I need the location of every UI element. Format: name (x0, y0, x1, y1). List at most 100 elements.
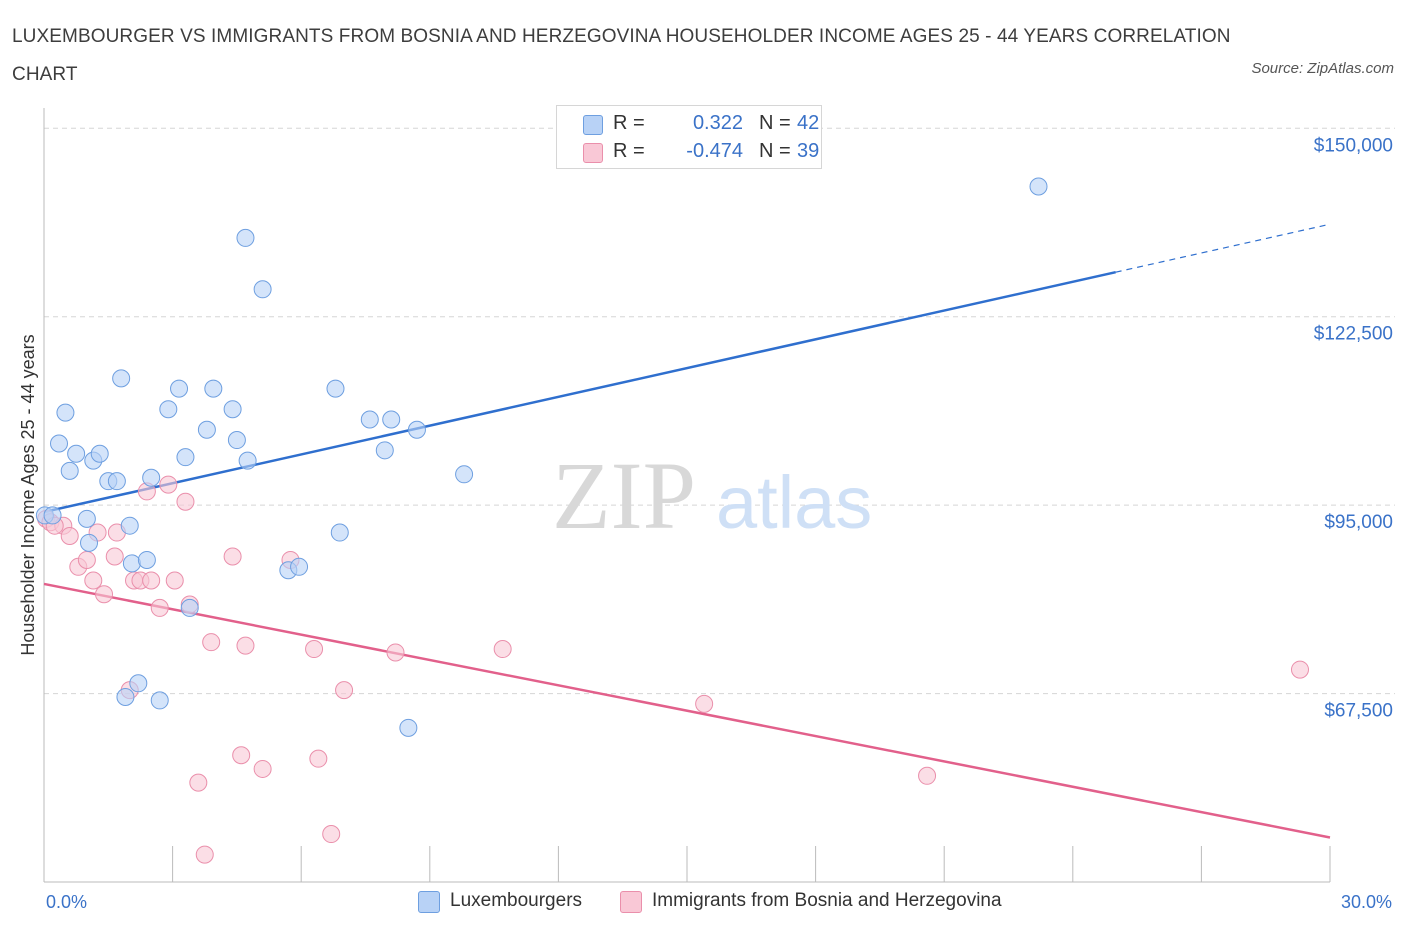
data-point-bosnia (305, 640, 324, 659)
data-point-luxembourgers (120, 516, 139, 535)
data-point-luxembourgers (1029, 177, 1048, 196)
legend-swatch-blue (418, 891, 440, 913)
watermark-zip: ZIP (552, 442, 696, 549)
legend-r-value: 0.322 (692, 112, 743, 134)
data-point-luxembourgers (122, 554, 141, 573)
legend-swatch-pink (583, 143, 603, 163)
data-point-luxembourgers (382, 410, 401, 429)
trendline-bosnia (43, 582, 1331, 839)
data-point-luxembourgers (116, 687, 135, 706)
source-label: Source: ZipAtlas.com (1251, 60, 1394, 77)
x-tick-label-min: 0.0% (46, 892, 87, 912)
data-point-luxembourgers (227, 431, 246, 450)
series-luxembourgers-points (35, 177, 1048, 737)
data-point-bosnia (60, 526, 79, 545)
data-point-bosnia (232, 746, 251, 765)
correlation-legend: R = 0.322 N = 42 R = -0.474 N = 39 (556, 105, 822, 169)
data-point-bosnia (493, 640, 512, 659)
data-point-luxembourgers (197, 420, 216, 439)
y-axis-label: Householder Income Ages 25 - 44 years (18, 334, 38, 655)
data-point-luxembourgers (90, 444, 109, 463)
data-point-luxembourgers (290, 557, 309, 576)
data-point-bosnia (309, 749, 328, 768)
data-point-bosnia (918, 766, 937, 785)
data-point-luxembourgers (137, 550, 156, 569)
legend-label: Immigrants from Bosnia and Herzegovina (652, 890, 1002, 911)
y-tick-label: $122,500 (1314, 324, 1393, 345)
data-point-bosnia (176, 492, 195, 511)
legend-r-label: R = (613, 140, 645, 162)
data-point-luxembourgers (180, 598, 199, 617)
data-point-luxembourgers (150, 691, 169, 710)
data-point-luxembourgers (236, 228, 255, 247)
data-point-luxembourgers (170, 379, 189, 398)
data-point-bosnia (1290, 660, 1309, 679)
x-tick-label-max: 30.0% (1341, 892, 1392, 912)
axes (43, 108, 1331, 883)
y-tick-label: $150,000 (1314, 135, 1393, 156)
data-point-luxembourgers (50, 434, 69, 453)
data-point-luxembourgers (330, 523, 349, 542)
data-point-bosnia (386, 643, 405, 662)
data-point-bosnia (195, 845, 214, 864)
chart-title: LUXEMBOURGER VS IMMIGRANTS FROM BOSNIA A… (12, 26, 1231, 85)
data-point-luxembourgers (80, 533, 99, 552)
data-point-bosnia (253, 759, 272, 778)
trendline-luxembourgers (43, 270, 1116, 514)
legend-r-label: R = (613, 112, 645, 134)
data-point-bosnia (236, 636, 255, 655)
grid-lines (44, 127, 1395, 695)
legend-n-value: 39 (797, 140, 820, 162)
data-point-luxembourgers (129, 674, 148, 693)
data-point-luxembourgers (77, 509, 96, 528)
data-point-luxembourgers (56, 403, 75, 422)
data-point-luxembourgers (407, 420, 426, 439)
data-point-luxembourgers (238, 451, 257, 470)
data-point-luxembourgers (60, 461, 79, 480)
data-point-luxembourgers (326, 379, 345, 398)
legend-label: Luxembourgers (450, 890, 583, 911)
data-point-luxembourgers (142, 468, 161, 487)
y-tick-labels: $67,500 $95,000 $122,500 $150,000 (1314, 135, 1393, 721)
legend-swatch-blue (583, 115, 603, 135)
legend-r-value: -0.474 (686, 140, 743, 162)
data-point-bosnia (142, 571, 161, 590)
series-legend: Luxembourgers Immigrants from Bosnia and… (0, 888, 1406, 916)
data-point-bosnia (165, 571, 184, 590)
data-point-luxembourgers (204, 379, 223, 398)
data-point-luxembourgers (375, 441, 394, 460)
data-point-bosnia (95, 585, 114, 604)
watermark-atlas: atlas (716, 461, 872, 544)
data-point-bosnia (77, 550, 96, 569)
y-tick-label: $67,500 (1324, 701, 1393, 722)
data-point-bosnia (84, 571, 103, 590)
legend-swatch-pink (620, 891, 642, 913)
data-point-bosnia (223, 547, 242, 566)
data-point-luxembourgers (107, 472, 126, 491)
data-point-luxembourgers (455, 465, 474, 484)
trendlines (43, 223, 1331, 839)
data-point-luxembourgers (67, 444, 86, 463)
y-tick-label: $95,000 (1324, 512, 1393, 533)
data-point-bosnia (202, 633, 221, 652)
data-point-luxembourgers (159, 400, 178, 419)
data-point-luxembourgers (112, 369, 131, 388)
data-point-luxembourgers (43, 506, 62, 525)
legend-n-label: N = (759, 112, 791, 134)
data-point-bosnia (105, 547, 124, 566)
data-point-luxembourgers (399, 718, 418, 737)
watermark: ZIP atlas (552, 442, 872, 549)
data-point-luxembourgers (253, 280, 272, 299)
legend-n-label: N = (759, 140, 791, 162)
data-point-bosnia (322, 825, 341, 844)
data-point-bosnia (189, 773, 208, 792)
data-point-bosnia (150, 598, 169, 617)
legend-n-value: 42 (797, 112, 820, 134)
data-point-luxembourgers (360, 410, 379, 429)
data-point-luxembourgers (176, 448, 195, 467)
data-point-bosnia (695, 694, 714, 713)
trendline-luxembourgers-extension (1115, 223, 1331, 273)
data-point-luxembourgers (223, 400, 242, 419)
data-point-bosnia (335, 681, 354, 700)
